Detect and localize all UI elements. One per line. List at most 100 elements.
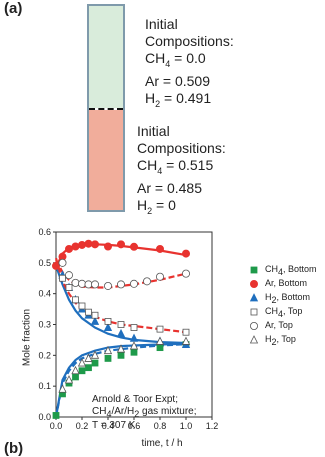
marker-circle-1: [155, 244, 164, 253]
panel-b-label: (b): [4, 440, 24, 457]
marker-triangle-5: [71, 365, 80, 375]
marker-triangle-2: [103, 322, 113, 331]
marker-circle-4: [129, 279, 138, 288]
marker-triangle-2: [90, 316, 100, 325]
x-tick-label: 0.4: [102, 421, 115, 431]
y-tick-label: 0.2: [38, 350, 51, 360]
column-top-compartment: [89, 6, 123, 108]
x-tick-label: 1.0: [180, 421, 193, 431]
x-tick-label: 0.8: [154, 421, 167, 431]
marker-square-0: [91, 359, 99, 367]
marker-triangle-2: [129, 333, 139, 342]
legend-label: Ar, Top: [265, 320, 293, 330]
x-axis-label: time, t / h: [141, 438, 183, 449]
marker-circle-1: [117, 240, 126, 249]
chart-annotation: Arnold & Toor Expt; CH4/Ar/H2 gas mixtur…: [92, 394, 197, 432]
marker-circle-4: [142, 277, 151, 286]
marker-square-0: [104, 355, 112, 362]
legend-marker: [250, 308, 258, 316]
marker-triangle-5: [103, 345, 113, 355]
annotation-line-1: Arnold & Toor Expt;: [92, 394, 178, 405]
marker-circle-1: [78, 240, 87, 249]
marker-square-0: [130, 348, 138, 356]
bottom-heading: Initial Compositions:: [137, 123, 226, 156]
panel-a-label: (a): [4, 0, 23, 17]
x-tick-label: 0.2: [76, 421, 89, 431]
marker-triangle-5: [84, 353, 93, 362]
marker-circle-4: [78, 279, 87, 288]
legend-label: H2, Bottom: [265, 292, 311, 305]
marker-square-3: [104, 318, 112, 325]
marker-circle-4: [58, 258, 67, 267]
y-tick-label: 0.6: [38, 227, 51, 237]
marker-square-3: [59, 274, 66, 282]
marker-circle-1: [181, 249, 190, 258]
marker-square-0: [72, 373, 79, 381]
marker-triangle-5: [77, 358, 87, 367]
legend-marker: [250, 322, 258, 330]
top-compositions: Initial Compositions: CH4 = 0.0 Ar = 0.5…: [145, 16, 245, 113]
mole-fraction-chart: 0.0 0.2 0.4 0.6 0.8 1.0 1.2 0.0 0.1 0.2 0.3 0.4 0.5 0…: [38, 227, 218, 431]
legend-label: CH4, Top: [265, 306, 303, 319]
chart-axes: 0.0 0.2 0.4 0.6 0.8 1.0 1.2 0.0 0.1 0.2 0.3 0.4 0.5 0…: [38, 227, 218, 431]
marker-square-0: [85, 364, 92, 372]
legend-marker: [249, 293, 259, 302]
marker-triangle-5: [64, 375, 74, 384]
marker-circle-4: [91, 280, 100, 289]
marker-triangle-5: [116, 344, 126, 353]
x-tick-label: 0.6: [128, 421, 141, 431]
top-line-ch4: CH4 = 0.0: [145, 50, 206, 69]
solid-model-curve-4: [54, 265, 187, 345]
marker-circle-1: [71, 242, 80, 251]
marker-square-3: [156, 325, 164, 333]
bottom-line-ar: Ar = 0.485: [137, 179, 202, 196]
marker-square-3: [65, 284, 73, 291]
marker-circle-4: [181, 269, 190, 278]
marker-triangle-5: [155, 336, 165, 345]
bottom-compositions: Initial Compositions: CH4 = 0.515 Ar = 0…: [137, 123, 237, 220]
top-line-h2: H2 = 0.491: [145, 89, 212, 109]
dashed-model-curve-3: [54, 343, 187, 418]
marker-square-3: [91, 311, 99, 319]
y-tick-label: 0.5: [38, 258, 51, 268]
marker-triangle-5: [129, 341, 139, 350]
marker-circle-4: [65, 271, 74, 280]
bottom-line-h2: H2 = 0: [137, 196, 176, 216]
marker-circle-1: [104, 242, 113, 251]
legend-marker-icon: [250, 266, 258, 274]
bottom-line-ch4: CH4 = 0.515: [137, 157, 214, 176]
y-tick-label: 0.1: [38, 381, 51, 391]
x-tick-label: 0.0: [50, 421, 63, 431]
y-axis-label: Mole fraction: [21, 308, 33, 367]
marker-triangle-2: [116, 328, 126, 338]
legend-label: CH4, Bottom: [265, 264, 317, 277]
legend-marker: [249, 335, 259, 344]
marker-square-3: [72, 296, 79, 304]
marker-triangle-5: [90, 350, 100, 359]
x-tick-label: 1.2: [206, 421, 219, 431]
marker-triangle-5: [58, 384, 67, 393]
data-markers: [52, 239, 191, 419]
marker-square-3: [130, 324, 138, 331]
marker-circle-4: [117, 280, 126, 289]
legend-marker-icon: [250, 322, 258, 330]
legend-marker-icon: [250, 280, 258, 288]
marker-square-3: [85, 308, 92, 316]
marker-square-3: [78, 302, 86, 310]
marker-square-0: [156, 344, 164, 352]
y-tick-label: 0.3: [38, 320, 51, 330]
marker-square-0: [52, 412, 60, 419]
marker-circle-4: [155, 272, 164, 281]
top-heading: Initial Compositions:: [145, 16, 234, 49]
legend-label: H2, Top: [265, 334, 296, 347]
marker-circle-1: [52, 261, 61, 270]
column-bottom-compartment: [89, 110, 123, 210]
marker-square-3: [117, 321, 125, 328]
marker-square-3: [182, 328, 190, 336]
marker-triangle-5: [181, 336, 191, 345]
y-tick-label: 0.4: [38, 289, 51, 299]
marker-square-0: [117, 351, 125, 359]
legend-label: Ar, Bottom: [265, 278, 308, 288]
marker-circle-4: [71, 278, 80, 287]
marker-circle-1: [91, 240, 100, 249]
